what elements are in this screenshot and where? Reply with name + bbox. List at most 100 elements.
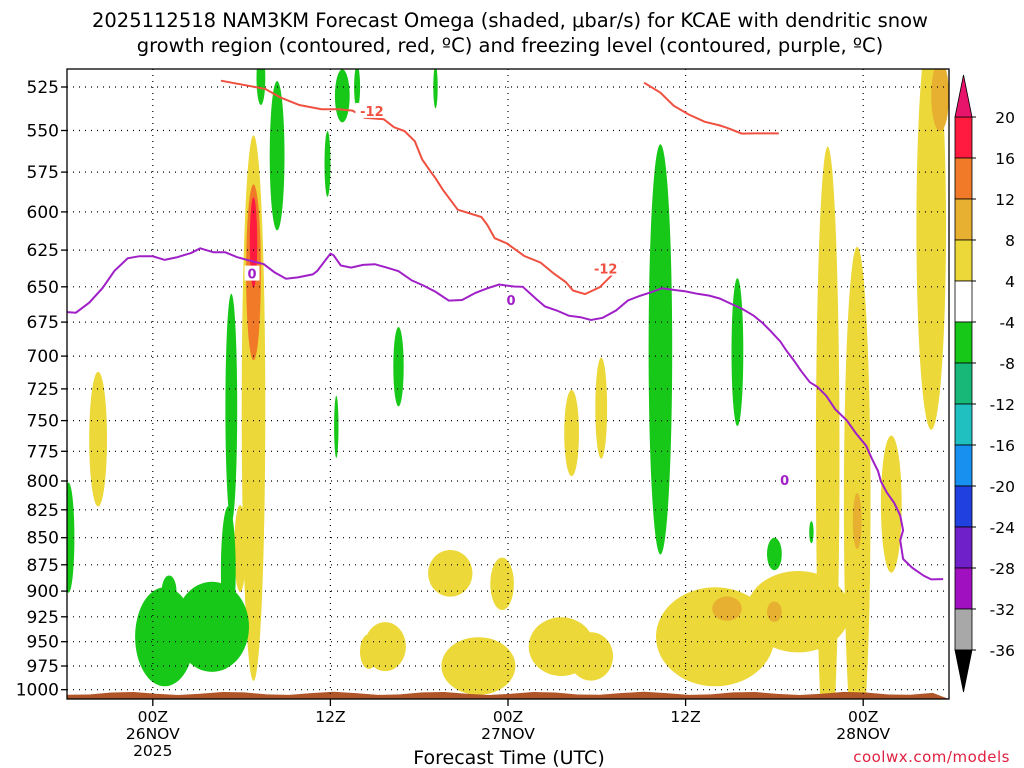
x-tick-label-24-0: 00Z xyxy=(493,708,523,726)
omega-region-11 xyxy=(568,632,614,681)
y-axis: 525 550 575 600 625 650 675 700 725 750 775 800 825 8… xyxy=(16,78,67,701)
omega-region-34 xyxy=(334,395,339,458)
omega-region-41 xyxy=(809,521,814,544)
y-tick-label-725: 725 xyxy=(27,380,59,400)
y-tick-label-675: 675 xyxy=(27,313,59,333)
y-tick-label-525: 525 xyxy=(27,78,59,98)
chart-title-line2: growth region (contoured, red, ºC) and f… xyxy=(137,34,884,57)
y-tick-label-625: 625 xyxy=(27,241,59,261)
dgz-minus12-contour-0 xyxy=(220,79,623,296)
y-tick-label-575: 575 xyxy=(27,163,59,183)
x-tick-label-48-0: 00Z xyxy=(848,708,878,726)
omega-region-40 xyxy=(767,537,782,571)
y-tick-label-1000: 1000 xyxy=(16,681,59,701)
x-axis-title: Forecast Time (UTC) xyxy=(413,747,604,768)
x-tick-label-0-1: 26NOV xyxy=(126,725,180,743)
colorbar-band-11 xyxy=(954,567,973,610)
colorbar-label--36: -36 xyxy=(990,642,1015,660)
omega-region-8 xyxy=(490,557,514,610)
omega-region-6 xyxy=(364,622,406,672)
chart-title-line1: 2025112518 NAM3KM Forecast Omega (shaded… xyxy=(92,9,928,32)
y-tick-label-775: 775 xyxy=(27,442,59,462)
y-tick-label-850: 850 xyxy=(27,529,59,549)
dgz-minus12-contour-1 xyxy=(643,81,779,135)
y-tick-label-975: 975 xyxy=(27,657,59,677)
dgz-contour-label-0: -12 xyxy=(360,105,384,120)
freezing-level-contour xyxy=(67,247,944,581)
omega-region-20 xyxy=(852,493,862,549)
surface-terrain xyxy=(67,691,949,699)
colorbar-band-7 xyxy=(954,403,973,446)
omega-region-4 xyxy=(249,197,258,288)
y-tick-label-800: 800 xyxy=(27,472,59,492)
colorbar-band-8 xyxy=(954,444,973,487)
omega-region-38 xyxy=(648,144,673,555)
omega-region-33 xyxy=(334,69,350,123)
omega-region-29 xyxy=(225,293,238,523)
colorbar-band-2 xyxy=(954,198,973,241)
omega-region-0 xyxy=(89,371,107,507)
y-tick-label-900: 900 xyxy=(27,582,59,602)
contour-label-layer: -12 -12 0 0 0 xyxy=(244,102,793,489)
contour-layer xyxy=(67,79,944,581)
omega-region-24 xyxy=(67,482,75,593)
omega-region-30 xyxy=(256,69,266,105)
freezing-contour-label-1-bg xyxy=(503,292,519,308)
colorbar-label--16: -16 xyxy=(990,437,1015,455)
colorbar-label--24: -24 xyxy=(990,519,1015,537)
omega-region-18 xyxy=(880,435,902,573)
colorbar-label-12: 12 xyxy=(995,191,1015,209)
colorbar-band-9 xyxy=(954,485,973,528)
freezing-contour-label-2: 0 xyxy=(780,474,789,489)
freezing-contour-label-1: 0 xyxy=(506,294,515,309)
omega-region-37 xyxy=(433,69,438,109)
colorbar-label-20: 20 xyxy=(995,109,1015,127)
colorbar-label--28: -28 xyxy=(990,560,1015,578)
y-tick-label-550: 550 xyxy=(27,122,59,142)
omega-region-39 xyxy=(731,278,744,427)
y-tick-label-925: 925 xyxy=(27,608,59,628)
dgz-contour-label-0-bg xyxy=(355,102,389,118)
omega-region-36 xyxy=(393,327,404,407)
omega-region-31 xyxy=(269,81,285,231)
omega-region-14 xyxy=(656,587,775,687)
y-tick-label-750: 750 xyxy=(27,412,59,432)
omega-region-23 xyxy=(931,69,949,132)
colorbar-label--8: -8 xyxy=(1000,355,1015,373)
freezing-contour-label-2-bg xyxy=(777,472,793,487)
colorbar-label--32: -32 xyxy=(990,601,1015,619)
omega-region-9 xyxy=(441,637,516,695)
freezing-contour-label-0: 0 xyxy=(247,268,256,283)
omega-region-32 xyxy=(324,131,331,197)
omega-region-28 xyxy=(220,506,236,634)
y-tick-label-950: 950 xyxy=(27,633,59,653)
colorbar-label-4: 4 xyxy=(1005,273,1015,291)
colorbar-band-12 xyxy=(954,608,973,651)
x-tick-label-36-0: 12Z xyxy=(670,708,700,726)
colorbar-label--12: -12 xyxy=(990,396,1015,414)
freezing-contour-label-0-bg xyxy=(244,265,260,281)
y-tick-label-875: 875 xyxy=(27,556,59,576)
colorbar-band-3 xyxy=(954,239,973,282)
y-tick-label-600: 600 xyxy=(27,203,59,223)
colorbar-label-8: 8 xyxy=(1005,232,1015,250)
omega-region-19 xyxy=(916,69,946,430)
colorbar-band-10 xyxy=(954,526,973,569)
x-tick-label-0-2: 2025 xyxy=(133,742,172,760)
omega-region-7 xyxy=(428,550,473,597)
x-tick-label-24-1: 27NOV xyxy=(481,725,535,743)
colorbar-label--4: -4 xyxy=(1000,314,1015,332)
omega-region-21 xyxy=(712,596,742,621)
y-tick-label-825: 825 xyxy=(27,501,59,521)
omega-region-12 xyxy=(564,389,579,477)
colorbar-band-0 xyxy=(954,116,973,159)
omega-region-16 xyxy=(815,146,840,699)
colorbar-top-arrow xyxy=(954,74,973,118)
x-tick-label-12-0: 12Z xyxy=(315,708,345,726)
credit-text[interactable]: coolwx.com/models xyxy=(853,748,1010,766)
colorbar-band-6 xyxy=(954,362,973,405)
colorbar-band-4 xyxy=(954,280,973,323)
colorbar-label--20: -20 xyxy=(990,478,1015,496)
